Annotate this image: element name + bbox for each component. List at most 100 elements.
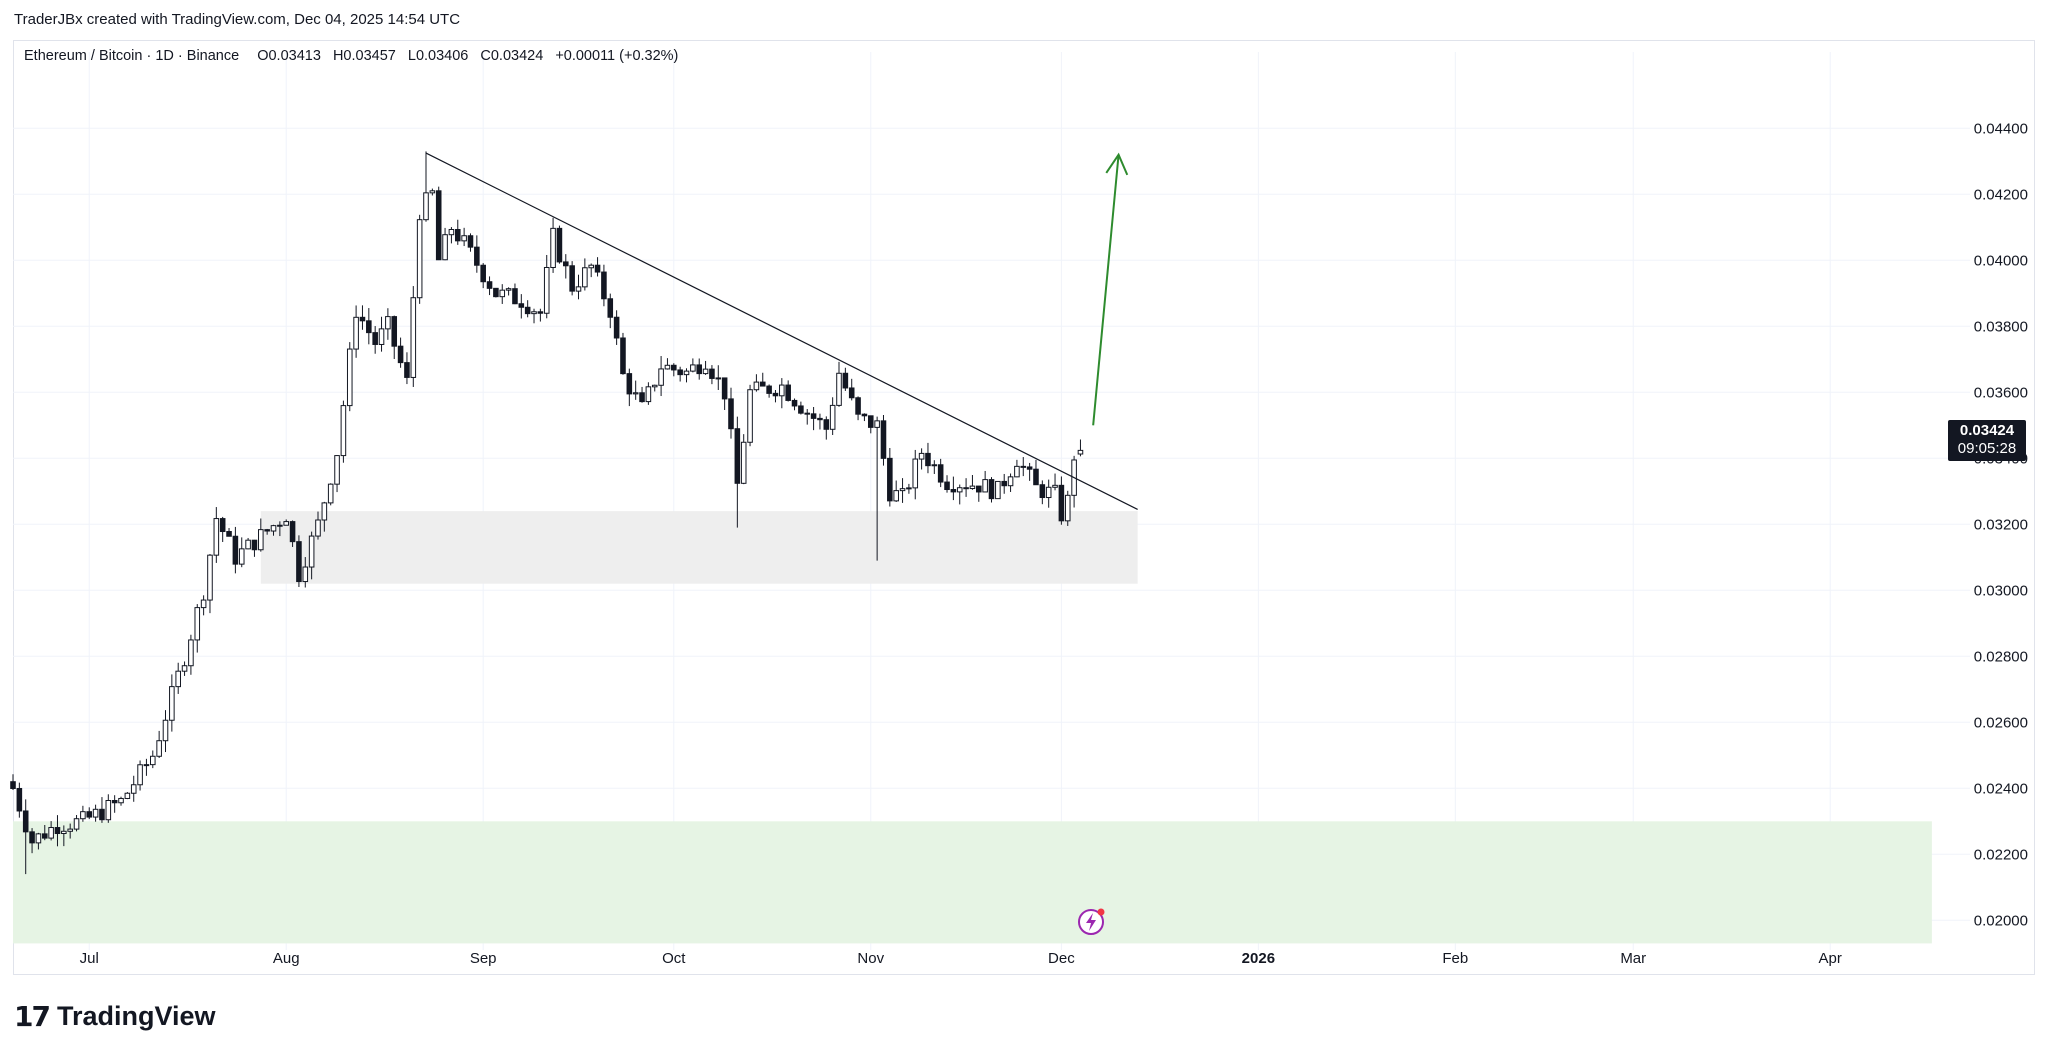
candle[interactable]	[334, 455, 340, 493]
candle[interactable]	[258, 518, 264, 552]
symbol-name[interactable]: Ethereum / Bitcoin · 1D · Binance	[24, 48, 240, 64]
candle[interactable]	[639, 386, 645, 403]
candle[interactable]	[594, 257, 601, 277]
candle[interactable]	[1014, 459, 1020, 478]
candle[interactable]	[982, 470, 988, 493]
candle[interactable]	[709, 365, 715, 385]
candle[interactable]	[73, 815, 80, 832]
candle[interactable]	[207, 553, 213, 614]
candle[interactable]	[86, 807, 93, 820]
candle[interactable]	[353, 305, 359, 358]
candle[interactable]	[378, 316, 385, 352]
candle[interactable]	[937, 458, 944, 488]
candle[interactable]	[118, 796, 124, 806]
candle[interactable]	[416, 214, 423, 304]
candle[interactable]	[194, 604, 201, 653]
candle[interactable]	[995, 480, 1001, 500]
candle[interactable]	[429, 188, 436, 196]
candle[interactable]	[162, 710, 169, 753]
candle[interactable]	[626, 368, 633, 407]
candle[interactable]	[226, 528, 232, 537]
candle[interactable]	[35, 832, 42, 850]
candle[interactable]	[397, 337, 404, 368]
candle[interactable]	[111, 795, 118, 813]
candle[interactable]	[829, 397, 836, 435]
candle[interactable]	[798, 401, 804, 415]
candle[interactable]	[283, 519, 290, 526]
candle[interactable]	[734, 416, 741, 528]
candle[interactable]	[607, 293, 614, 329]
candle[interactable]	[340, 400, 347, 463]
candle[interactable]	[899, 478, 906, 503]
demand-zone[interactable]	[13, 821, 1932, 944]
candle[interactable]	[512, 283, 518, 305]
candle[interactable]	[658, 356, 664, 397]
candle[interactable]	[105, 794, 112, 823]
candle[interactable]	[327, 483, 334, 506]
candle[interactable]	[785, 380, 791, 402]
candle[interactable]	[474, 235, 480, 273]
candle[interactable]	[632, 380, 639, 400]
candle[interactable]	[499, 284, 506, 304]
candle[interactable]	[563, 254, 569, 279]
candle[interactable]	[759, 372, 766, 387]
candle[interactable]	[969, 474, 976, 490]
candle[interactable]	[200, 595, 207, 616]
candle[interactable]	[1058, 476, 1065, 525]
candle[interactable]	[950, 476, 957, 501]
candle[interactable]	[728, 387, 734, 439]
candle[interactable]	[677, 366, 683, 382]
candle[interactable]	[124, 792, 131, 800]
candle[interactable]	[912, 449, 919, 500]
candle[interactable]	[1001, 473, 1007, 494]
candle[interactable]	[721, 377, 728, 410]
candle[interactable]	[575, 274, 582, 300]
candle[interactable]	[651, 384, 658, 392]
candle[interactable]	[1045, 479, 1052, 508]
candle[interactable]	[893, 480, 899, 502]
candle[interactable]	[613, 310, 620, 345]
candle[interactable]	[99, 797, 105, 823]
candle[interactable]	[696, 358, 703, 380]
candle[interactable]	[213, 507, 220, 563]
candle[interactable]	[804, 409, 811, 425]
candle[interactable]	[1033, 459, 1039, 486]
candle[interactable]	[143, 758, 150, 776]
candle[interactable]	[16, 782, 23, 818]
candle[interactable]	[588, 263, 594, 278]
candle[interactable]	[702, 360, 709, 375]
candle[interactable]	[747, 384, 753, 447]
candle[interactable]	[518, 294, 525, 319]
candle[interactable]	[245, 537, 251, 550]
candle[interactable]	[874, 416, 880, 561]
candle[interactable]	[867, 415, 874, 434]
candle[interactable]	[810, 407, 817, 431]
candle[interactable]	[1026, 462, 1033, 481]
candle[interactable]	[817, 413, 823, 430]
candle[interactable]	[620, 332, 626, 375]
candle[interactable]	[740, 434, 747, 485]
candle[interactable]	[887, 447, 893, 507]
candle[interactable]	[181, 661, 188, 676]
candle[interactable]	[480, 263, 486, 289]
candle[interactable]	[848, 378, 855, 401]
candle[interactable]	[270, 524, 277, 536]
candle[interactable]	[524, 300, 531, 318]
tradingview-logo[interactable]: 17 TradingView	[14, 1000, 216, 1033]
candle[interactable]	[486, 276, 493, 296]
candle[interactable]	[601, 264, 607, 307]
candle[interactable]	[931, 460, 938, 474]
candle[interactable]	[715, 365, 722, 390]
candle[interactable]	[645, 382, 652, 405]
candle[interactable]	[289, 520, 296, 547]
candle[interactable]	[861, 413, 868, 422]
candle[interactable]	[537, 308, 544, 322]
candle[interactable]	[315, 511, 321, 540]
candle[interactable]	[372, 326, 378, 354]
candle[interactable]	[61, 825, 67, 847]
candle[interactable]	[493, 287, 499, 298]
candle[interactable]	[308, 531, 315, 580]
candle[interactable]	[359, 305, 366, 330]
candle[interactable]	[366, 308, 372, 345]
candle[interactable]	[41, 824, 48, 841]
